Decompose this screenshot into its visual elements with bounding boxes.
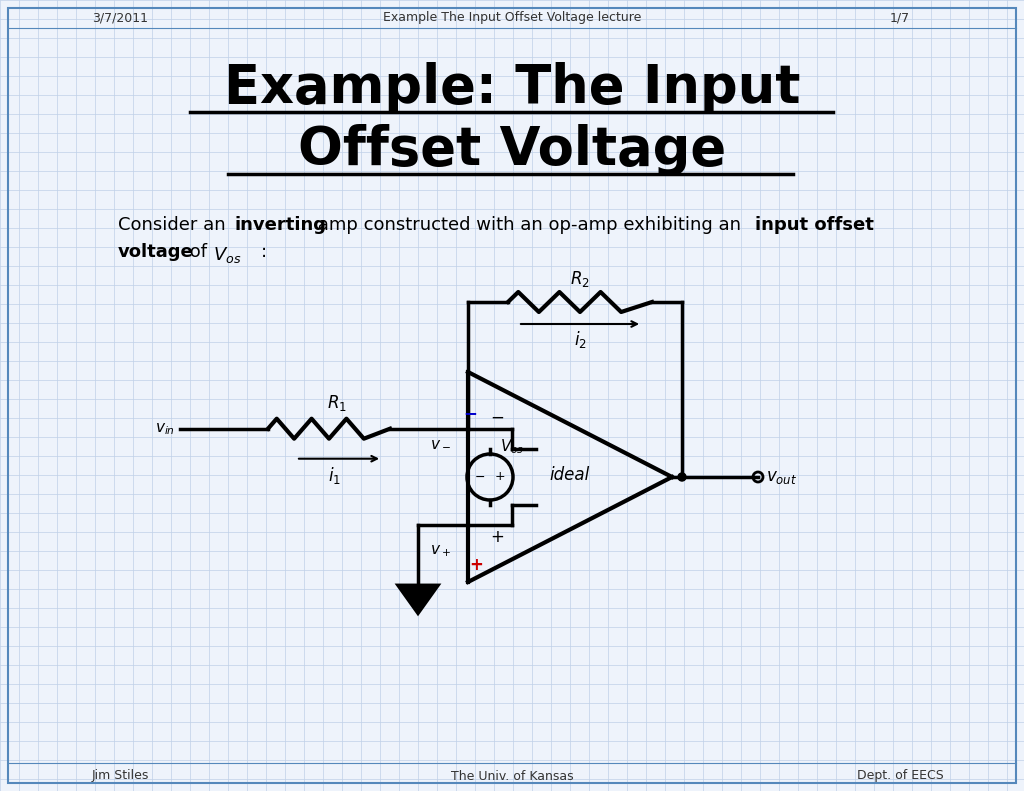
Text: Jim Stiles: Jim Stiles [91,770,148,782]
Text: $v_{in}$: $v_{in}$ [155,421,175,437]
Text: 3/7/2011: 3/7/2011 [92,12,148,25]
Text: $v_{out}$: $v_{out}$ [766,468,798,486]
Text: inverting: inverting [234,216,326,234]
Text: ideal: ideal [550,466,590,484]
Text: $V_{os}$: $V_{os}$ [213,245,242,265]
Text: $i_2$: $i_2$ [573,328,587,350]
Text: Offset Voltage: Offset Voltage [298,124,726,176]
Text: $V_{os}$: $V_{os}$ [500,437,524,456]
Text: +: + [495,471,505,483]
Text: +: + [469,556,483,574]
Text: $v_-$: $v_-$ [429,435,451,450]
Text: Dept. of EECS: Dept. of EECS [857,770,943,782]
Text: $R_2$: $R_2$ [570,269,590,289]
Text: −: − [490,409,504,427]
Text: voltage: voltage [118,243,194,261]
Text: −: − [475,471,485,483]
Text: $i_1$: $i_1$ [328,465,341,486]
Circle shape [678,473,686,481]
Text: Example The Input Offset Voltage lecture: Example The Input Offset Voltage lecture [383,12,641,25]
Text: Example: The Input: Example: The Input [224,62,800,114]
Text: The Univ. of Kansas: The Univ. of Kansas [451,770,573,782]
Text: :: : [261,243,267,261]
Polygon shape [398,585,438,613]
Text: input offset: input offset [755,216,873,234]
Text: +: + [490,528,504,546]
Text: −: − [463,403,477,422]
Text: of: of [184,243,213,261]
Text: 1/7: 1/7 [890,12,910,25]
Text: $v_+$: $v_+$ [429,543,451,559]
Text: $R_1$: $R_1$ [327,392,347,413]
Text: Consider an: Consider an [118,216,231,234]
Text: amp constructed with an op-amp exhibiting an: amp constructed with an op-amp exhibitin… [312,216,746,234]
